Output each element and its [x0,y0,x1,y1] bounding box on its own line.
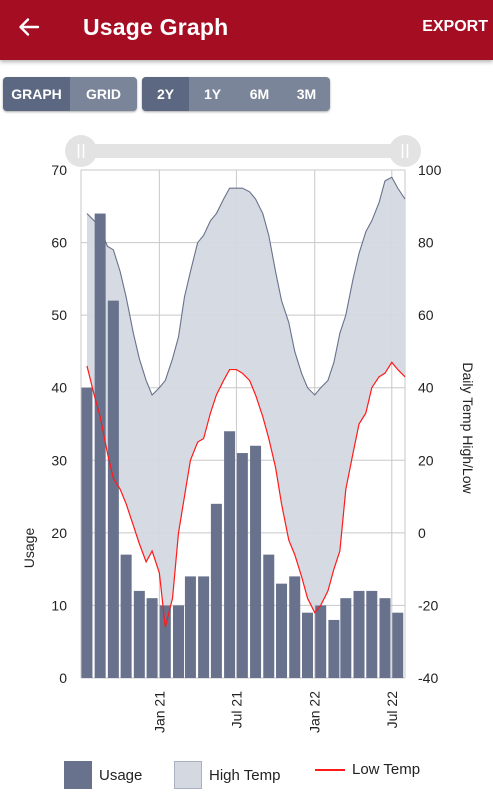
y-tick-label: 30 [51,452,67,468]
usage-bar [184,576,196,678]
usage-bar [146,598,158,678]
slider-track[interactable] [81,144,405,158]
usage-bar [107,300,119,678]
range-2y-button[interactable]: 2Y [142,77,189,111]
y2-tick-label: -40 [418,670,438,686]
usage-bar [289,576,301,678]
slider-handle-left[interactable] [65,135,97,167]
y2-tick-label: 40 [418,380,434,396]
high-temp-swatch [174,761,202,789]
y2-tick-label: 20 [418,452,434,468]
usage-bar [379,598,391,678]
page-title: Usage Graph [83,14,229,40]
x-tick-label: Jan 21 [151,691,167,733]
y2-tick-label: 60 [418,307,434,323]
high-temp-line [86,176,406,396]
high-temp-area [86,176,406,628]
chart-legend: Usage High Temp Low Temp [0,755,493,795]
y-tick-label: 20 [51,525,67,541]
y-tick-label: 10 [51,597,67,613]
export-button[interactable]: EXPORT [422,18,488,35]
usage-bar [276,583,288,678]
x-tick-label: Jul 21 [228,691,244,729]
legend-label-high-temp: High Temp [209,766,281,784]
usage-bars [81,213,404,678]
high-temp-band [87,177,405,628]
legend-item-high-temp: High Temp [174,761,280,789]
usage-bar [133,590,145,678]
usage-bar [198,576,210,678]
back-button[interactable] [10,8,50,48]
legend-label-usage: Usage [99,766,143,784]
arrow-left-icon [19,18,40,36]
legend-label-low-temp: Low Temp [352,761,421,778]
usage-bar [366,590,378,678]
usage-bar [81,387,93,678]
usage-bar [172,605,184,678]
view-toggle: GRAPH GRID [3,77,137,111]
y2-tick-label: 0 [418,525,426,541]
usage-bar [236,453,248,678]
grid-view-button[interactable]: GRID [86,86,121,102]
range-slider[interactable] [65,135,421,167]
y2-tick-label: 100 [418,162,442,178]
low-temp-polyline [86,361,406,628]
usage-bar [210,503,222,678]
usage-bar [315,605,327,678]
y-tick-label: 60 [51,235,67,251]
y-tick-label: 70 [51,162,67,178]
app-bar: Usage Graph EXPORT [0,0,493,60]
y-axis-title: Usage [21,528,37,569]
usage-bar [353,590,365,678]
usage-bar [250,445,262,678]
graph-view-button[interactable]: GRAPH [3,77,70,111]
usage-bar [263,554,275,678]
usage-bar [224,431,236,678]
x-tick-label: Jul 22 [384,691,400,729]
usage-chart: 0 10 20 30 40 50 60 70 -40 -20 0 20 40 60 80 100 Jan 21 J… [21,135,476,733]
y2-axis-title: Daily Temp High/Low [460,362,476,494]
usage-bar [302,612,314,678]
usage-bar [328,619,340,678]
x-tick-label: Jan 22 [307,691,323,733]
y2-tick-label: -20 [418,597,438,613]
low-temp-swatch [315,768,345,771]
y2-tick-label: 80 [418,235,434,251]
usage-bar [340,598,352,678]
y-tick-label: 50 [51,307,67,323]
legend-item-low-temp: Low Temp [315,761,420,778]
usage-bar [392,612,404,678]
low-temp-line [86,361,406,628]
usage-bar [159,605,171,678]
y-tick-label: 0 [59,670,67,686]
slider-handle-right[interactable] [389,135,421,167]
range-1y-button[interactable]: 1Y [203,86,222,102]
y-tick-label: 40 [51,380,67,396]
axis-ticks: 0 10 20 30 40 50 60 70 -40 -20 0 20 40 60 80 100 Jan 21 J… [51,162,441,733]
usage-bar [120,554,132,678]
range-3m-button[interactable]: 3M [296,86,317,102]
range-6m-button[interactable]: 6M [249,86,270,102]
usage-swatch [64,761,92,789]
usage-bar [94,213,106,678]
range-toggle: 2Y 1Y 6M 3M [142,77,330,111]
legend-item-usage: Usage [64,761,142,789]
